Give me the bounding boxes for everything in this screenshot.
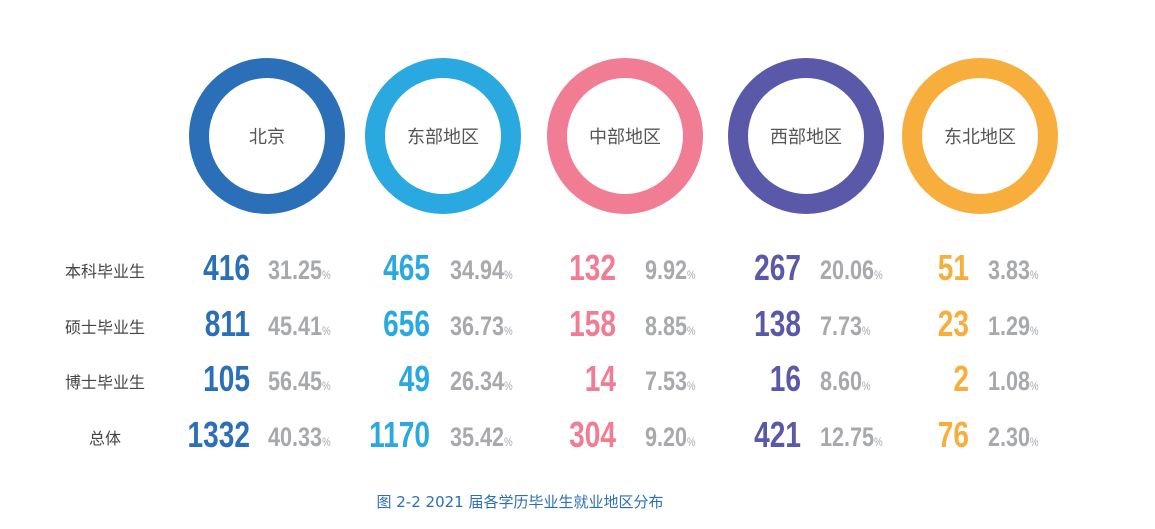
percent-unit: % xyxy=(874,435,883,449)
percent-number: 34.94 xyxy=(450,255,505,285)
region-label: 东北地区 xyxy=(944,127,1016,148)
region-label: 东部地区 xyxy=(407,127,479,148)
percent-unit: % xyxy=(687,268,696,282)
percent-number: 36.73 xyxy=(450,311,505,341)
percent-unit: % xyxy=(1030,379,1039,393)
count-value: 304 xyxy=(569,414,616,455)
percent-unit: % xyxy=(504,268,513,282)
count-value: 76 xyxy=(937,414,969,455)
percent-number: 31.25 xyxy=(268,255,323,285)
percent-value: 2.30% xyxy=(988,417,1039,462)
percent-unit: % xyxy=(504,379,513,393)
count-value: 23 xyxy=(937,303,969,344)
percent-unit: % xyxy=(687,324,696,338)
percent-unit: % xyxy=(322,379,331,393)
percent-unit: % xyxy=(874,268,883,282)
percent-unit: % xyxy=(1030,268,1039,282)
percent-value: 45.41% xyxy=(268,306,331,351)
percent-value: 9.92% xyxy=(645,250,696,295)
region-label: 中部地区 xyxy=(589,127,661,148)
percent-number: 1.29 xyxy=(988,311,1031,341)
percent-value: 35.42% xyxy=(450,417,513,462)
region-ring: 东部地区 xyxy=(365,58,521,214)
percent-number: 26.34 xyxy=(450,366,505,396)
percent-number: 56.45 xyxy=(268,366,323,396)
count-value: 811 xyxy=(204,303,250,344)
count-value: 49 xyxy=(398,358,430,399)
percent-number: 40.33 xyxy=(268,422,323,452)
percent-unit: % xyxy=(504,435,513,449)
percent-value: 8.85% xyxy=(645,306,696,351)
percent-value: 9.20% xyxy=(645,417,696,462)
percent-number: 9.92 xyxy=(645,255,688,285)
percent-unit: % xyxy=(862,379,871,393)
row-label: 总体 xyxy=(88,429,121,448)
percent-number: 12.75 xyxy=(820,422,875,452)
percent-number: 1.08 xyxy=(988,366,1031,396)
region-ring: 中部地区 xyxy=(547,58,703,214)
percent-value: 36.73% xyxy=(450,306,513,351)
region-ring: 西部地区 xyxy=(728,58,884,214)
percent-unit: % xyxy=(687,435,696,449)
count-value: 416 xyxy=(203,247,250,288)
percent-unit: % xyxy=(322,268,331,282)
percent-number: 45.41 xyxy=(268,311,323,341)
count-value: 105 xyxy=(203,358,250,399)
count-value: 138 xyxy=(754,303,801,344)
percent-number: 20.06 xyxy=(820,255,875,285)
percent-value: 7.73% xyxy=(820,306,871,351)
percent-number: 7.53 xyxy=(645,366,688,396)
percent-value: 1.29% xyxy=(988,306,1039,351)
percent-number: 9.20 xyxy=(645,422,688,452)
count-value: 14 xyxy=(584,358,616,399)
count-value: 421 xyxy=(754,414,801,455)
percent-value: 31.25% xyxy=(268,250,331,295)
percent-value: 7.53% xyxy=(645,361,696,406)
count-value: 158 xyxy=(569,303,616,344)
count-value: 1332 xyxy=(187,414,250,455)
percent-number: 35.42 xyxy=(450,422,505,452)
count-value: 51 xyxy=(937,247,969,288)
percent-unit: % xyxy=(862,324,871,338)
count-value: 1170 xyxy=(369,414,430,455)
percent-value: 1.08% xyxy=(988,361,1039,406)
region-ring: 东北地区 xyxy=(902,58,1058,214)
percent-value: 26.34% xyxy=(450,361,513,406)
region-ring: 北京 xyxy=(189,58,345,214)
percent-number: 3.83 xyxy=(988,255,1031,285)
region-label: 西部地区 xyxy=(770,127,842,148)
count-value: 132 xyxy=(569,247,616,288)
percent-unit: % xyxy=(504,324,513,338)
percent-unit: % xyxy=(1030,435,1039,449)
percent-unit: % xyxy=(1030,324,1039,338)
row-label: 硕士毕业生 xyxy=(64,318,145,337)
percent-unit: % xyxy=(687,379,696,393)
percent-value: 56.45% xyxy=(268,361,331,406)
percent-value: 12.75% xyxy=(820,417,883,462)
percent-value: 8.60% xyxy=(820,361,871,406)
region-label: 北京 xyxy=(249,127,285,148)
percent-number: 8.85 xyxy=(645,311,688,341)
percent-number: 8.60 xyxy=(820,366,863,396)
chart-caption: 图 2-2 2021 届各学历毕业生就业地区分布 xyxy=(376,493,664,511)
count-value: 16 xyxy=(769,358,801,399)
row-label: 博士毕业生 xyxy=(64,373,145,392)
count-value: 267 xyxy=(754,247,801,288)
percent-number: 7.73 xyxy=(820,311,863,341)
percent-unit: % xyxy=(322,435,331,449)
count-value: 465 xyxy=(383,247,430,288)
percent-value: 34.94% xyxy=(450,250,513,295)
percent-number: 2.30 xyxy=(988,422,1031,452)
percent-unit: % xyxy=(322,324,331,338)
row-label: 本科毕业生 xyxy=(64,262,145,281)
count-value: 2 xyxy=(953,358,969,399)
percent-value: 20.06% xyxy=(820,250,883,295)
count-value: 656 xyxy=(383,303,430,344)
percent-value: 40.33% xyxy=(268,417,331,462)
percent-value: 3.83% xyxy=(988,250,1039,295)
